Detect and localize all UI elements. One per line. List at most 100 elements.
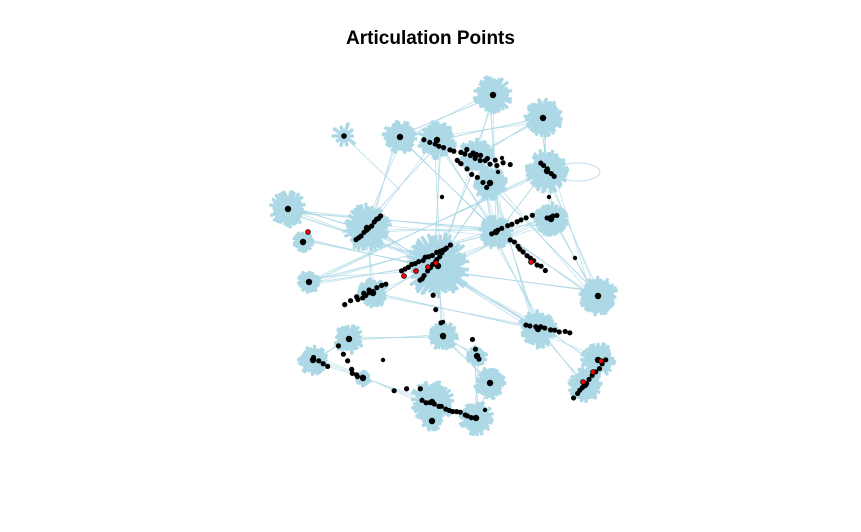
hub-vertex bbox=[539, 114, 547, 122]
vertex bbox=[369, 223, 375, 229]
vertex bbox=[523, 322, 529, 328]
vertex bbox=[579, 384, 586, 391]
vertex bbox=[482, 407, 488, 413]
vertex bbox=[489, 231, 495, 237]
edge bbox=[488, 179, 540, 333]
vertex bbox=[427, 399, 433, 406]
edge bbox=[376, 293, 535, 329]
vertex bbox=[495, 169, 501, 175]
articulation-point bbox=[590, 369, 596, 375]
hub-vertex bbox=[428, 417, 436, 425]
vertex bbox=[507, 237, 513, 243]
hub-vertex bbox=[489, 91, 497, 99]
articulation-point bbox=[433, 260, 439, 266]
vertex bbox=[320, 361, 326, 367]
vertex bbox=[470, 150, 476, 156]
articulation-point bbox=[598, 358, 604, 364]
vertex bbox=[554, 212, 560, 219]
vertex bbox=[438, 403, 444, 409]
vertex bbox=[567, 330, 573, 336]
vertex bbox=[495, 227, 501, 233]
hub-vertex bbox=[305, 278, 313, 286]
vertex bbox=[405, 264, 411, 270]
vertex bbox=[437, 254, 443, 260]
vertex bbox=[440, 334, 447, 340]
vertex bbox=[468, 415, 474, 421]
vertex bbox=[518, 217, 524, 223]
vertex bbox=[499, 225, 505, 231]
vertex bbox=[492, 157, 498, 163]
vertex bbox=[550, 213, 556, 219]
vertex bbox=[358, 233, 364, 239]
vertex bbox=[499, 155, 505, 161]
edge bbox=[489, 96, 500, 231]
vertex bbox=[507, 161, 513, 168]
articulation-point bbox=[401, 273, 407, 279]
vertex bbox=[442, 247, 448, 253]
vertex bbox=[500, 160, 506, 166]
vertex bbox=[538, 324, 544, 330]
hub-vertex bbox=[284, 205, 292, 213]
vertex bbox=[540, 162, 547, 168]
vertex bbox=[570, 395, 577, 401]
vertex bbox=[457, 160, 463, 166]
vertex bbox=[547, 327, 554, 333]
articulation-point bbox=[580, 379, 586, 385]
hub-vertex bbox=[396, 133, 404, 141]
vertex bbox=[370, 288, 376, 295]
vertex bbox=[529, 212, 535, 218]
vertex bbox=[603, 357, 609, 363]
hub-vertex bbox=[345, 335, 353, 343]
vertex bbox=[433, 306, 439, 313]
edge bbox=[304, 170, 552, 283]
vertex bbox=[474, 415, 480, 421]
vertex bbox=[421, 137, 427, 143]
vertex bbox=[429, 252, 435, 259]
vertex bbox=[430, 292, 436, 298]
vertex bbox=[354, 294, 360, 300]
vertex bbox=[349, 370, 355, 376]
vertex bbox=[458, 149, 464, 155]
hub-vertex bbox=[486, 379, 494, 387]
vertex bbox=[494, 162, 500, 169]
vertex bbox=[562, 328, 568, 335]
vertex bbox=[523, 215, 529, 221]
vertex bbox=[552, 327, 558, 333]
vertex bbox=[462, 151, 468, 157]
vertex bbox=[533, 324, 539, 330]
vertex bbox=[538, 263, 544, 269]
vertex bbox=[379, 282, 385, 288]
hub-fans-layer bbox=[268, 75, 619, 437]
vertex bbox=[325, 363, 331, 369]
vertex bbox=[484, 155, 490, 162]
vertex bbox=[474, 174, 480, 181]
vertex bbox=[546, 194, 552, 200]
edge bbox=[402, 141, 494, 228]
vertex bbox=[469, 336, 476, 343]
vertex bbox=[520, 249, 526, 255]
vertex bbox=[417, 386, 423, 392]
vertex bbox=[349, 366, 355, 372]
vertex bbox=[476, 356, 482, 362]
hub-vertex bbox=[486, 179, 494, 187]
hub-vertex bbox=[299, 238, 307, 246]
vertex bbox=[360, 374, 366, 380]
vertex bbox=[477, 152, 484, 159]
vertex bbox=[431, 401, 437, 407]
vertex bbox=[505, 223, 511, 229]
vertex bbox=[487, 161, 493, 167]
vertex bbox=[377, 213, 384, 219]
articulation-point bbox=[528, 259, 534, 265]
vertex bbox=[419, 397, 425, 403]
vertex bbox=[472, 155, 478, 161]
vertex bbox=[421, 272, 427, 279]
vertex bbox=[544, 166, 550, 172]
vertex bbox=[451, 148, 457, 154]
vertex bbox=[391, 388, 397, 394]
vertex bbox=[436, 143, 442, 149]
vertex bbox=[439, 194, 445, 200]
vertex bbox=[450, 408, 456, 415]
vertex bbox=[342, 302, 348, 308]
vertex bbox=[542, 267, 548, 274]
vertex bbox=[345, 358, 351, 364]
